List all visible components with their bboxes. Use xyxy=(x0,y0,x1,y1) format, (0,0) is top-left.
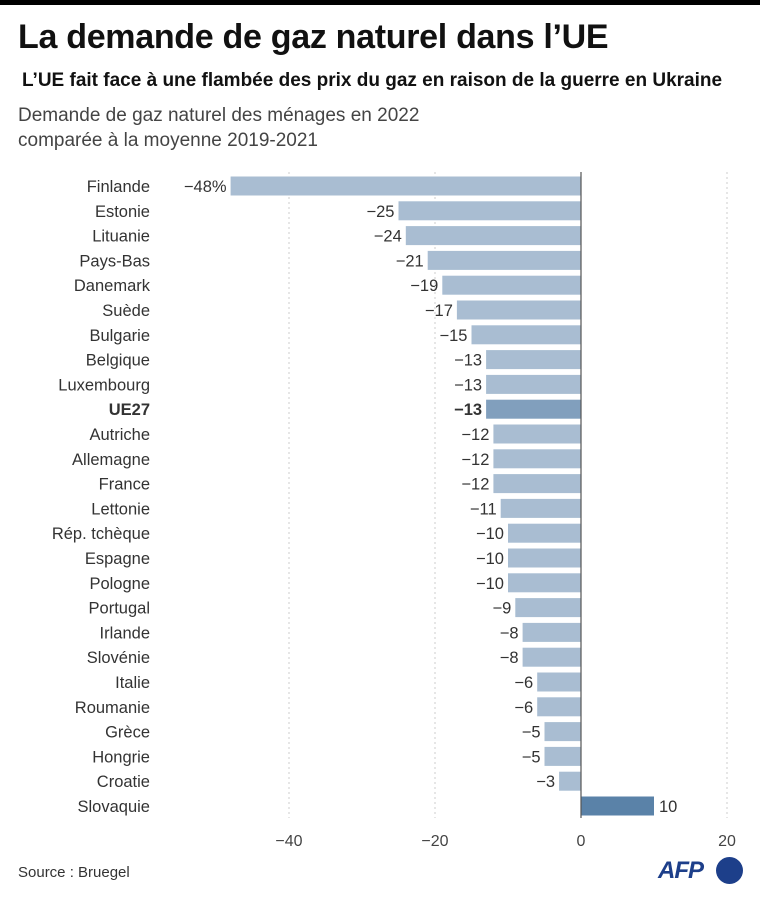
bar xyxy=(581,796,654,816)
bar xyxy=(544,746,581,766)
category-label: Hongrie xyxy=(92,748,150,766)
category-label: Estonie xyxy=(95,203,150,221)
category-label: Espagne xyxy=(85,550,150,568)
data-label: −12 xyxy=(461,426,489,444)
category-label: Slovaquie xyxy=(78,798,150,816)
category-label: Pays-Bas xyxy=(79,252,150,270)
bar xyxy=(537,697,581,717)
x-tick-label: 20 xyxy=(718,833,736,850)
bar xyxy=(508,548,581,568)
category-label: Pologne xyxy=(89,575,150,593)
bar xyxy=(486,350,581,370)
category-label: Roumanie xyxy=(75,699,150,717)
category-label: UE27 xyxy=(109,401,150,419)
category-label: Luxembourg xyxy=(58,376,150,394)
description-line-1: Demande de gaz naturel des ménages en 20… xyxy=(18,105,420,126)
category-label: Rép. tchèque xyxy=(52,525,150,543)
bar xyxy=(508,523,581,543)
x-tick-label: −40 xyxy=(275,833,302,850)
category-label: Autriche xyxy=(89,426,150,444)
bar xyxy=(559,771,581,791)
x-tick-label: −20 xyxy=(421,833,448,850)
afp-logo: AFP xyxy=(658,855,748,887)
category-label: Portugal xyxy=(89,600,150,618)
data-label: −10 xyxy=(476,525,504,543)
bar xyxy=(522,647,581,667)
category-label: Irlande xyxy=(100,624,150,642)
category-label: Finlande xyxy=(87,178,150,196)
afp-logo-dot xyxy=(716,857,743,884)
category-label: Slovénie xyxy=(87,649,150,667)
category-label: Suède xyxy=(102,302,150,320)
data-label: −12 xyxy=(461,476,489,494)
category-label: Allemagne xyxy=(72,451,150,469)
bar xyxy=(544,722,581,742)
bar xyxy=(405,226,581,246)
bar xyxy=(456,300,581,320)
bar xyxy=(230,176,581,196)
data-label: −10 xyxy=(476,550,504,568)
data-label: −17 xyxy=(425,302,453,320)
category-label: France xyxy=(99,476,150,494)
data-label: −11 xyxy=(470,500,497,518)
category-label: Croatie xyxy=(97,773,150,791)
category-label: Belgique xyxy=(86,352,150,370)
bar xyxy=(537,672,581,692)
bar xyxy=(398,201,581,221)
data-label: −5 xyxy=(522,724,541,742)
bar xyxy=(427,250,581,270)
data-label: −12 xyxy=(461,451,489,469)
category-label: Bulgarie xyxy=(89,327,150,345)
data-label: −13 xyxy=(454,376,482,394)
bar xyxy=(471,325,581,345)
category-label: Lituanie xyxy=(92,228,150,246)
bar xyxy=(493,424,581,444)
top-rule xyxy=(0,0,760,5)
category-label: Grèce xyxy=(105,724,150,742)
description-line-2: comparée à la moyenne 2019-2021 xyxy=(18,130,318,151)
data-label: −13 xyxy=(454,352,482,370)
chart-subtitle: L’UE fait face à une flambée des prix du… xyxy=(22,70,723,91)
category-label: Danemark xyxy=(74,277,151,295)
bar xyxy=(493,474,581,494)
data-label: −21 xyxy=(396,252,424,270)
bar xyxy=(486,399,581,419)
chart-description: Demande de gaz naturel des ménages en 20… xyxy=(18,103,419,153)
bar xyxy=(500,498,581,518)
bar xyxy=(508,573,581,593)
source-note: Source : Bruegel xyxy=(18,864,130,881)
data-label: −9 xyxy=(492,600,511,618)
data-label: −48% xyxy=(184,178,227,196)
data-label: −8 xyxy=(500,624,519,642)
data-label: −10 xyxy=(476,575,504,593)
data-label: −5 xyxy=(522,748,541,766)
category-label: Lettonie xyxy=(91,500,150,518)
category-label: Italie xyxy=(115,674,150,692)
bar xyxy=(493,449,581,469)
data-label: −19 xyxy=(410,277,438,295)
data-label: −6 xyxy=(514,674,533,692)
bar xyxy=(522,622,581,642)
bar xyxy=(442,275,581,295)
data-label: −8 xyxy=(500,649,519,667)
data-label: −15 xyxy=(440,327,468,345)
x-tick-label: 0 xyxy=(577,833,586,850)
data-label: −3 xyxy=(536,773,555,791)
data-label: −25 xyxy=(367,203,395,221)
bar xyxy=(515,598,581,618)
data-label: −6 xyxy=(514,699,533,717)
bar xyxy=(486,374,581,394)
data-label: −13 xyxy=(454,401,482,419)
data-label: −24 xyxy=(374,228,402,246)
data-label: 10 xyxy=(659,798,677,816)
chart-title: La demande de gaz naturel dans l’UE xyxy=(18,18,609,56)
afp-logo-text: AFP xyxy=(658,857,704,884)
